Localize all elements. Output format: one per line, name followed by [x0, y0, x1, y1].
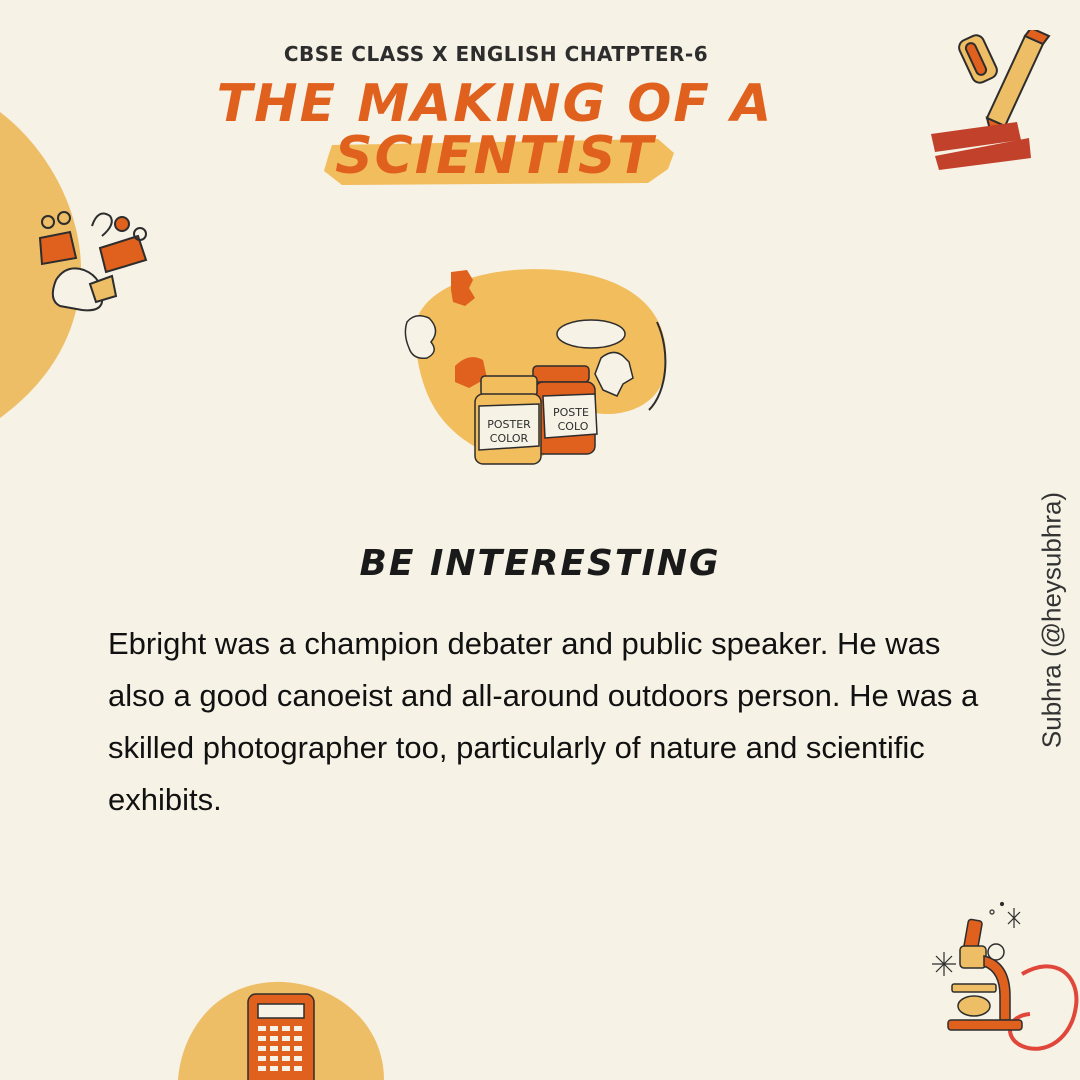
- microscope-icon: [932, 901, 1079, 1051]
- chapter-subtitle: CBSE CLASS X ENGLISH CHATPTER-6: [283, 42, 709, 66]
- jar-1-label-line-2: COLOR: [490, 432, 529, 445]
- section-body-text: Ebright was a champion debater and publi…: [108, 626, 979, 817]
- marker-paint-icon: [931, 30, 1051, 170]
- paint-palette-illustration: POSTER COLOR POSTE COLO: [404, 269, 667, 465]
- page-title-line-2: SCIENTIST: [335, 126, 655, 186]
- page-title-line-1: THE MAKING OF A: [216, 74, 774, 134]
- jar-2-label-line-1: POSTE: [553, 406, 589, 419]
- jar-1-label-line-1: POSTER: [487, 418, 531, 431]
- author-credit: Subhra (@heysubhra): [1036, 491, 1067, 749]
- jar-2-label-line-2: COLO: [558, 420, 589, 433]
- calculator-icon: [178, 981, 384, 1080]
- binder-clips-icon: [38, 211, 148, 312]
- decorative-blob-left: [0, 112, 82, 418]
- section-heading: BE INTERESTING: [359, 543, 721, 584]
- title-brush-highlight: [324, 139, 674, 185]
